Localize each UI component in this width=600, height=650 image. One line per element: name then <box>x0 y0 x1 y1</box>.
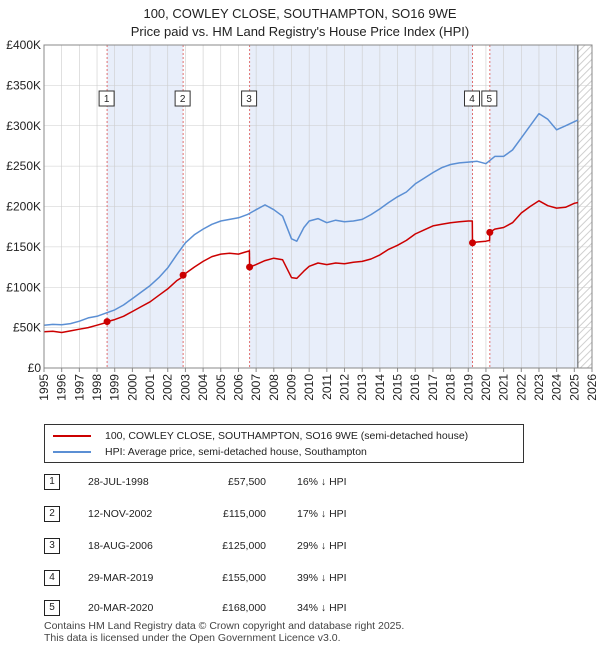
legend-item-property: 100, COWLEY CLOSE, SOUTHAMPTON, SO16 9WE… <box>53 429 468 443</box>
x-tick-label: 2015 <box>391 374 405 401</box>
x-tick-label: 1998 <box>90 374 104 401</box>
sale-number-badge: 4 <box>44 570 60 586</box>
sale-hpi-diff: 16% ↓ HPI <box>297 476 347 488</box>
sale-price: £125,000 <box>222 540 266 552</box>
x-tick-label: 1996 <box>55 374 69 401</box>
x-tick-label: 2020 <box>479 374 493 401</box>
sale-point <box>103 318 111 326</box>
x-tick-label: 2022 <box>514 374 528 401</box>
chart-subtitle: Price paid vs. HM Land Registry's House … <box>130 24 470 39</box>
legend: 100, COWLEY CLOSE, SOUTHAMPTON, SO16 9WE… <box>44 424 524 463</box>
sale-label-text: 2 <box>180 94 186 105</box>
x-tick-label: 2007 <box>249 374 263 401</box>
y-tick-label: £350K <box>6 78 41 92</box>
sale-label-box <box>481 90 498 107</box>
sale-date: 12-NOV-2002 <box>88 508 153 520</box>
x-tick-label: 2010 <box>302 374 316 401</box>
x-tick-label: 2011 <box>320 374 334 400</box>
sale-price: £168,000 <box>222 602 266 614</box>
x-tick-label: 1999 <box>108 374 122 401</box>
sale-price: £57,500 <box>228 476 266 488</box>
sale-label-box <box>464 90 481 107</box>
legend-swatch-property <box>53 435 91 437</box>
sale-date: 20-MAR-2020 <box>88 602 154 614</box>
sale-label-text: 4 <box>469 94 475 105</box>
x-tick-label: 2016 <box>408 374 422 401</box>
sale-row: 1 28-JUL-1998 £57,500 16% ↓ HPI <box>44 474 444 490</box>
x-tick-label: 2017 <box>426 374 440 401</box>
x-tick-label: 2000 <box>125 374 139 401</box>
x-tick-label: 2009 <box>284 374 298 401</box>
sale-row: 3 18-AUG-2006 £125,000 29% ↓ HPI <box>44 538 444 554</box>
legend-label-property: 100, COWLEY CLOSE, SOUTHAMPTON, SO16 9WE… <box>105 430 469 442</box>
sale-label-box <box>174 90 191 107</box>
x-tick-label: 2013 <box>355 374 369 401</box>
sale-number-badge: 1 <box>44 474 60 490</box>
x-tick-label: 2014 <box>373 374 387 401</box>
x-tick-label: 2005 <box>214 374 228 401</box>
y-tick-label: £100K <box>6 280 41 294</box>
chart-title: 100, COWLEY CLOSE, SOUTHAMPTON, SO16 9WE <box>143 6 457 21</box>
x-tick-label: 2018 <box>444 374 458 401</box>
price-chart: 1 2 3 4 5 £0 £50K £100K £150K £200K £250K £300K £350… <box>6 38 599 401</box>
y-tick-label: £0 <box>28 361 42 375</box>
sale-date: 18-AUG-2006 <box>88 540 153 552</box>
y-tick-label: £150K <box>6 240 41 254</box>
footer-licence: This data is licensed under the Open Gov… <box>44 632 341 644</box>
sale-hpi-diff: 39% ↓ HPI <box>297 572 347 584</box>
y-tick-label: £50K <box>13 321 41 335</box>
sale-number-badge: 3 <box>44 538 60 554</box>
sale-hpi-diff: 17% ↓ HPI <box>297 508 347 520</box>
x-tick-label: 2004 <box>196 374 210 401</box>
sale-point <box>246 263 254 271</box>
sale-label-box <box>98 90 115 107</box>
x-tick-label: 2021 <box>497 374 511 401</box>
x-tick-label: 2002 <box>161 374 175 401</box>
sale-hpi-diff: 34% ↓ HPI <box>297 602 347 614</box>
y-tick-label: £400K <box>6 38 41 52</box>
property-price-line <box>43 200 579 334</box>
legend-item-hpi: HPI: Average price, semi-detached house,… <box>53 445 367 459</box>
sale-date: 28-JUL-1998 <box>88 476 149 488</box>
legend-label-hpi: HPI: Average price, semi-detached house,… <box>105 446 367 458</box>
y-tick-label: £250K <box>6 159 41 173</box>
sale-row: 2 12-NOV-2002 £115,000 17% ↓ HPI <box>44 506 444 522</box>
sale-label-text: 1 <box>104 94 110 105</box>
sale-label-text: 5 <box>487 94 493 105</box>
x-tick-label: 2024 <box>550 374 564 401</box>
sale-number-badge: 5 <box>44 600 60 616</box>
sale-point <box>179 271 187 279</box>
sale-price: £115,000 <box>222 508 266 520</box>
footer-copyright: Contains HM Land Registry data © Crown c… <box>44 620 405 632</box>
sale-label-text: 3 <box>246 94 252 105</box>
x-tick-label: 2003 <box>178 374 192 401</box>
x-tick-label: 2006 <box>231 374 245 401</box>
x-tick-label: 2001 <box>143 374 157 401</box>
sale-number-badge: 2 <box>44 506 60 522</box>
x-tick-label: 1997 <box>72 374 86 401</box>
sale-label-box <box>241 90 258 107</box>
sale-point <box>486 228 494 236</box>
sale-price: £155,000 <box>222 572 266 584</box>
x-tick-label: 2023 <box>532 374 546 401</box>
sale-point <box>469 239 477 247</box>
x-tick-label: 2008 <box>267 374 281 401</box>
sale-row: 4 29-MAR-2019 £155,000 39% ↓ HPI <box>44 570 444 586</box>
sale-hpi-diff: 29% ↓ HPI <box>297 540 347 552</box>
legend-swatch-hpi <box>53 451 91 453</box>
plot-frame <box>43 44 593 369</box>
y-tick-label: £300K <box>6 119 41 133</box>
x-tick-label: 2026 <box>585 374 599 401</box>
hpi-line <box>43 112 579 326</box>
sale-date: 29-MAR-2019 <box>88 572 154 584</box>
x-tick-label: 2025 <box>567 374 581 401</box>
x-tick-label: 2019 <box>461 374 475 401</box>
y-tick-label: £200K <box>6 200 41 214</box>
x-tick-label: 2012 <box>338 374 352 401</box>
x-tick-label: 1995 <box>37 374 51 401</box>
sale-row: 5 20-MAR-2020 £168,000 34% ↓ HPI <box>44 600 444 616</box>
